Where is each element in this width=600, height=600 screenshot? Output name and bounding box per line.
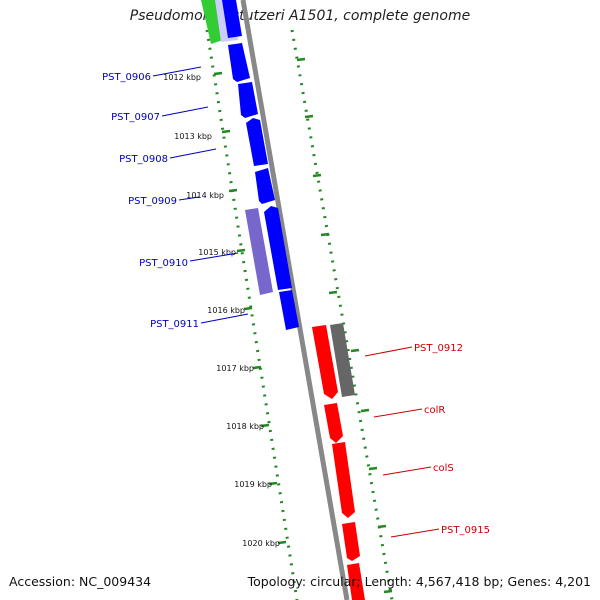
gene-label-pst-0908: PST_0908 [119,154,168,165]
right-ticks [296,57,393,594]
gene-grey [330,323,355,397]
gene-label-pst-0907: PST_0907 [111,112,160,123]
tick-label: 1012 kbp [163,73,201,82]
gene-blue-4 [246,118,268,166]
tick-labels: 1012 kbp 1013 kbp 1014 kbp 1015 kbp 1016… [163,73,280,548]
gene-label-pst-0911: PST_0911 [150,319,199,330]
gene-red-5 [347,563,365,600]
gene-label-pst-0912: PST_0912 [414,343,463,354]
gene-blue-2 [228,43,250,82]
gene-purple [245,208,273,295]
gene-label-colr: colR [424,405,445,416]
tick-label: 1017 kbp [216,364,254,373]
gene-blue-7 [279,290,299,330]
gene-blue-3 [238,82,258,118]
tick-label: 1020 kbp [242,539,280,548]
left-dotted-track [205,29,299,600]
gene-red-3 [332,442,355,518]
tick-label: 1015 kbp [198,248,236,257]
tick-label: 1014 kbp [186,191,224,200]
gene-blue-1 [222,0,242,38]
gene-red-4 [342,522,360,561]
right-dotted-track [290,29,394,600]
gene-red-1 [312,325,338,399]
gene-label-cols: colS [433,463,454,474]
tick-label: 1013 kbp [174,132,212,141]
gene-blue-6 [264,206,292,290]
gene-blue-5 [255,168,275,204]
gene-label-pst-0915: PST_0915 [441,525,490,536]
left-gene-labels: PST_0906 PST_0907 PST_0908 PST_0909 PST_… [102,66,249,330]
gene-label-pst-0910: PST_0910 [139,258,188,269]
gene-label-pst-0909: PST_0909 [128,196,177,207]
gene-red-2 [324,403,343,443]
tick-label: 1016 kbp [207,306,245,315]
accession-text: Accession: NC_009434 [9,574,152,589]
genome-backbone [240,0,350,600]
gene-label-pst-0906: PST_0906 [102,72,151,83]
left-ticks [213,71,287,545]
right-gene-labels: PST_0912 colR colS PST_0915 [364,343,490,538]
tick-label: 1019 kbp [234,480,272,489]
tick-label: 1018 kbp [226,422,264,431]
genome-summary-text: Topology: circular; Length: 4,567,418 bp… [247,574,591,589]
